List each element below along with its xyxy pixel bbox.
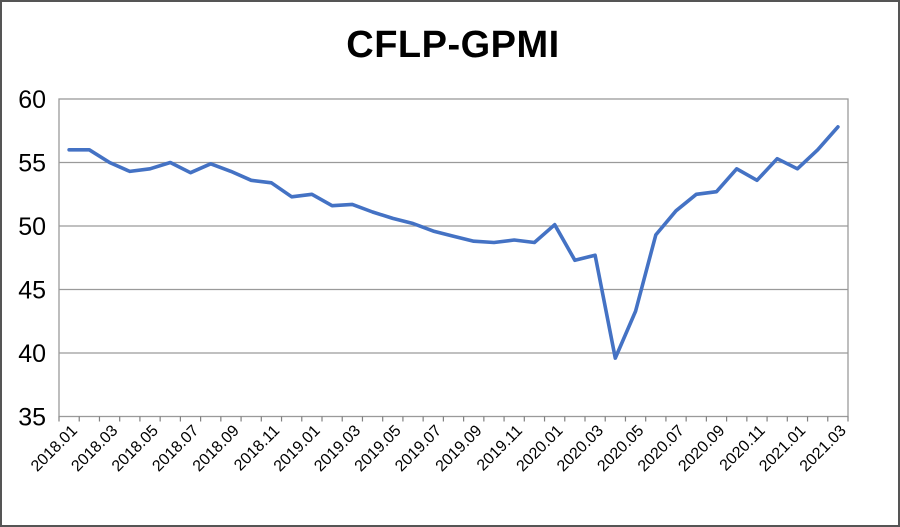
y-axis-label-50: 50 (18, 213, 46, 241)
gridlines-group (58, 98, 849, 418)
chart-title: CFLP-GPMI (346, 24, 559, 66)
pmi-series-line (67, 125, 840, 360)
data-series-group (67, 125, 840, 360)
y-axis-label-60: 60 (18, 86, 46, 114)
axes-group (58, 416, 849, 422)
y-axis-label-45: 45 (18, 277, 46, 305)
plot-area-border (58, 98, 849, 418)
y-axis-label-55: 55 (18, 150, 46, 178)
y-axis-label-40: 40 (18, 340, 46, 368)
y-axis-label-35: 35 (18, 404, 46, 432)
